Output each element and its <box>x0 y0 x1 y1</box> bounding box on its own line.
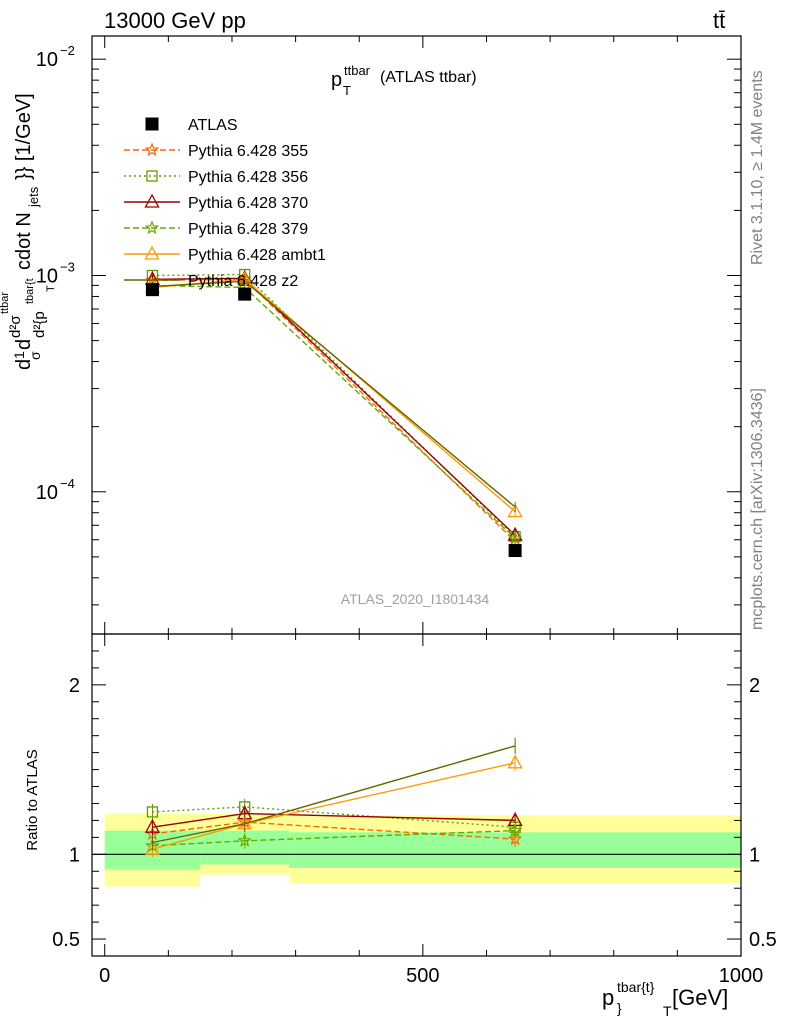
legend-marker <box>146 170 158 182</box>
legend-entry: Pythia 6.428 355 <box>124 142 308 160</box>
main-series-marker <box>507 530 523 545</box>
legend-label: Pythia 6.428 356 <box>188 169 308 186</box>
main-series-marker <box>507 503 523 518</box>
main-series-line <box>152 277 516 536</box>
x-axis-label: p tbar{t} } T [GeV] <box>602 979 728 1019</box>
x-tick-label: 0 <box>99 965 110 987</box>
ylabel-frac-num-sup: ttbar <box>0 292 11 314</box>
title-superscript: ttbar <box>344 63 371 78</box>
legend: ATLAS Pythia 6.428 355 Pythia 6.428 356 Pyt… <box>124 117 326 290</box>
main-y-tick-label: 10 <box>36 482 58 504</box>
title-subscript: T <box>343 83 351 98</box>
legend-label: Pythia 6.428 ambt1 <box>188 247 326 264</box>
ratio-series-marker <box>507 831 523 846</box>
ratio-y-axis-label: Ratio to ATLAS <box>24 749 41 850</box>
ratio-series-marker <box>507 754 523 769</box>
main-series-line <box>152 273 516 538</box>
legend-entry: Pythia 6.428 370 <box>124 193 308 212</box>
main-y-tick-label: 10 <box>36 49 58 71</box>
legend-marker <box>144 193 160 208</box>
ratio-series-line <box>152 806 516 828</box>
ratio-series-marker <box>144 818 161 833</box>
ylabel-d-mid: d <box>13 339 35 350</box>
ratio-series-marker <box>144 840 161 855</box>
legend-marker <box>144 220 160 235</box>
main-y-tick-exponent: −2 <box>60 43 75 58</box>
ratio-axis-ticks: 0 500 1000 0.5 0.5 1 1 2 2 <box>52 634 777 987</box>
legend-label: Pythia 6.428 z2 <box>188 273 298 290</box>
title-rest: (ATLAS ttbar) <box>380 69 477 86</box>
xlabel-p: p <box>602 985 614 1010</box>
atlas-data-point <box>238 287 252 301</box>
ylabel-main-sub: jets <box>26 186 41 208</box>
main-y-tick-exponent: −3 <box>60 259 75 274</box>
main-series-line <box>152 278 516 542</box>
main-series-lines <box>152 273 516 542</box>
main-series-line <box>152 280 516 508</box>
main-series-marker <box>507 533 523 548</box>
xlabel-subscript: T <box>663 1003 672 1019</box>
atlas-data-point <box>145 283 159 297</box>
analysis-watermark: ATLAS_2020_I1801434 <box>341 591 490 607</box>
main-y-tick-label: 10 <box>36 265 58 287</box>
xlabel-superscript: tbar{t} <box>617 979 655 995</box>
ratio-y-tick-label: 1 <box>69 844 80 866</box>
ratio-series-marker <box>146 806 159 818</box>
legend-entry: Pythia 6.428 356 <box>124 169 308 186</box>
legend-entry: Pythia 6.428 ambt1 <box>124 245 326 264</box>
ratio-series-marker <box>507 822 523 837</box>
legend-label: ATLAS <box>188 117 238 134</box>
legend-marker <box>144 245 160 260</box>
ratio-plot-frame <box>91 633 742 957</box>
ratio-y-tick-label: 2 <box>69 675 80 697</box>
legend-marker <box>144 142 160 157</box>
ylabel-main: cdot N <box>13 212 35 270</box>
x-tick-label: 500 <box>406 965 439 987</box>
ratio-series-marker <box>237 833 252 847</box>
ratio-plot-panel: 0 500 1000 0.5 0.5 1 1 2 2 <box>52 633 777 987</box>
legend-entry: Pythia 6.428 z2 <box>124 273 298 290</box>
rivet-version-label: Rivet 3.1.10, ≥ 1.4M events <box>749 70 766 265</box>
x-tick-label: 1000 <box>719 965 764 987</box>
header-energy-label: 13000 GeV pp <box>104 8 246 33</box>
mcplots-label: mcplots.cern.ch [arXiv:1306.3436] <box>749 388 766 630</box>
main-plot-title: p ttbar T (ATLAS ttbar) <box>331 63 477 98</box>
ylabel-frac-den-sup: tbar{t <box>24 278 36 304</box>
main-y-tick-exponent: −4 <box>60 476 75 491</box>
legend-label: Pythia 6.428 379 <box>188 221 308 238</box>
ratio-y-tick-label: 0.5 <box>52 929 80 951</box>
legend-label: Pythia 6.428 355 <box>188 143 308 160</box>
main-series-markers <box>144 268 523 558</box>
ylabel-d-lead: d <box>13 359 35 370</box>
ratio-y-tick-label-right: 0.5 <box>749 929 777 951</box>
legend-entry: ATLAS <box>145 117 238 134</box>
legend-marker <box>145 117 159 131</box>
ratio-y-tick-label-right: 1 <box>749 844 760 866</box>
main-series-line <box>152 284 516 539</box>
xlabel-unit: [GeV] <box>672 985 728 1010</box>
main-series-line <box>152 278 516 513</box>
ylabel-frac-num: d²σ <box>7 315 24 338</box>
main-plot-panel: 10−410−310−2 ATLAS_2020_I1801434 p ttbar… <box>36 35 742 635</box>
ratio-uncertainty-bands <box>92 813 741 887</box>
ylabel-sigma: σ <box>27 351 43 360</box>
legend-entry: Pythia 6.428 379 <box>124 220 308 238</box>
ylabel-frac-den-sub: T <box>45 285 57 292</box>
xlabel-brace: } <box>617 1000 622 1016</box>
ylabel-main-end: }} [1/GeV] <box>13 93 35 180</box>
legend-label: Pythia 6.428 370 <box>188 195 308 212</box>
main-y-axis-label: d 1 σ d d²σ ttbar d²{p tbar{t T cdot N j… <box>0 93 57 370</box>
title-p: p <box>331 69 342 91</box>
ylabel-frac-den: d²{p <box>31 311 48 338</box>
atlas-data-point <box>508 544 522 558</box>
main-axis-ticks: 10−410−310−2 <box>36 36 742 634</box>
ratio-y-tick-label-right: 2 <box>749 675 760 697</box>
ylabel-one: 1 <box>11 351 27 359</box>
ratio-series-lines <box>144 737 523 858</box>
header-process-label: tt̄ <box>713 8 725 33</box>
